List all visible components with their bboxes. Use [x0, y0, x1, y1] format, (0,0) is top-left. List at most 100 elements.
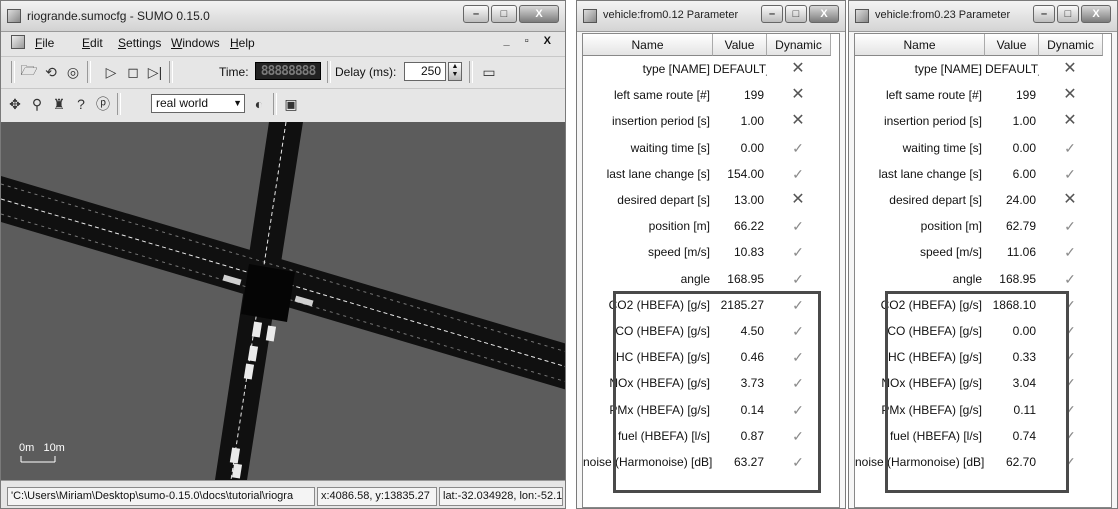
screenshot-icon[interactable]: ▣	[284, 95, 298, 112]
table-row[interactable]: type [NAME]DEFAULT_TYPE ✕	[855, 56, 1111, 82]
table-row[interactable]: desired depart [s] 24.00 ✕	[855, 187, 1111, 213]
title-bar[interactable]: vehicle:from0.12 Parameter – □ X	[577, 1, 845, 32]
vehicle[interactable]	[251, 321, 263, 338]
column-header-name[interactable]: Name	[583, 34, 713, 56]
param-name: last lane change [s]	[878, 166, 982, 181]
info-icon[interactable]: ⓟ	[96, 96, 110, 112]
simulation-canvas[interactable]: 0m 10m	[1, 122, 565, 480]
stop-icon[interactable]: ◻	[127, 63, 139, 80]
delay-spinner[interactable]: ▲ ▼	[448, 62, 462, 81]
chevron-down-icon: ▼	[233, 98, 242, 108]
param-name: fuel (HBEFA) [l/s]	[889, 428, 982, 443]
color-wheel-icon[interactable]: ◐	[254, 96, 264, 112]
sumo-app-icon	[855, 9, 869, 23]
column-header-dynamic[interactable]: Dynamic	[767, 34, 831, 56]
param-name: HC (HBEFA) [g/s]	[887, 350, 982, 365]
delay-input[interactable]: 250	[404, 62, 446, 81]
maximize-button[interactable]: □	[1057, 5, 1079, 23]
column-header-value[interactable]: Value	[713, 34, 767, 56]
param-value: 1.00	[740, 114, 764, 129]
vehicle[interactable]	[243, 363, 255, 380]
table-row[interactable]: PMx (HBEFA) [g/s] 0.14 ✓	[583, 397, 839, 423]
viewport-select[interactable]: real world ▼	[151, 94, 245, 113]
column-header-name[interactable]: Name	[855, 34, 985, 56]
column-header-value[interactable]: Value	[985, 34, 1039, 56]
table-row[interactable]: CO (HBEFA) [g/s] 4.50 ✓	[583, 318, 839, 344]
table-row[interactable]: position [m] 62.79 ✓	[855, 213, 1111, 239]
window-title: vehicle:from0.12 Parameter	[603, 9, 739, 21]
menu-edit-label: dit	[90, 36, 103, 50]
menu-settings[interactable]: Settings	[118, 36, 161, 50]
table-row[interactable]: last lane change [s] 154.00 ✓	[583, 161, 839, 187]
menu-help[interactable]: Help	[230, 36, 255, 50]
minimize-button[interactable]: –	[463, 5, 489, 23]
window-title: vehicle:from0.23 Parameter	[875, 9, 1011, 21]
open-folder-icon[interactable]: 🗁	[20, 62, 38, 78]
minimize-button[interactable]: –	[761, 5, 783, 23]
param-value: 2185.27	[720, 297, 764, 312]
close-button[interactable]: X	[809, 5, 839, 23]
table-row[interactable]: position [m] 66.22 ✓	[583, 213, 839, 239]
vehicle[interactable]	[265, 325, 277, 342]
param-name: angle	[680, 271, 710, 286]
locate-icon[interactable]: ♜	[52, 95, 66, 112]
checkmark-icon: ✓	[1064, 218, 1076, 235]
play-icon[interactable]: ▷	[105, 63, 117, 80]
param-name: HC (HBEFA) [g/s]	[615, 350, 710, 365]
param-value: 0.87	[740, 428, 764, 443]
table-row[interactable]: insertion period [s] 1.00 ✕	[855, 108, 1111, 134]
mdi-window-controls[interactable]: _ ▫ X	[503, 35, 557, 47]
query-icon[interactable]: ?	[77, 96, 85, 112]
param-name: desired depart [s]	[617, 193, 710, 207]
table-row[interactable]: NOx (HBEFA) [g/s] 3.73 ✓	[583, 370, 839, 396]
reload-icon[interactable]: ⟲	[45, 63, 57, 80]
table-row[interactable]: desired depart [s] 13.00 ✕	[583, 187, 839, 213]
column-header-dynamic[interactable]: Dynamic	[1039, 34, 1103, 56]
toolbar-separator	[169, 61, 173, 83]
checkmark-icon: ✓	[792, 270, 804, 287]
step-icon[interactable]: ▷|	[147, 63, 163, 80]
table-row[interactable]: type [NAME]DEFAULT_TYPE ✕	[583, 56, 839, 82]
menu-windows[interactable]: Windows	[171, 36, 220, 50]
minimize-button[interactable]: –	[1033, 5, 1055, 23]
close-button[interactable]: X	[519, 5, 559, 23]
table-row[interactable]: angle 168.95 ✓	[583, 266, 839, 292]
table-row[interactable]: CO2 (HBEFA) [g/s] 2185.27 ✓	[583, 292, 839, 318]
param-value: 3.04	[1012, 376, 1036, 391]
table-row[interactable]: left same route [#] 199 ✕	[583, 82, 839, 108]
checkmark-icon: ✓	[1064, 165, 1076, 182]
param-value: 0.14	[740, 402, 764, 417]
param-name: angle	[952, 271, 982, 286]
table-row[interactable]: CO (HBEFA) [g/s] 0.00 ✓	[855, 318, 1111, 344]
table-row[interactable]: fuel (HBEFA) [l/s] 0.74 ✓	[855, 423, 1111, 449]
close-button[interactable]: X	[1081, 5, 1111, 23]
title-bar[interactable]: vehicle:from0.23 Parameter – □ X	[849, 1, 1117, 32]
sumo-app-icon	[7, 9, 21, 23]
table-row[interactable]: last lane change [s] 6.00 ✓	[855, 161, 1111, 187]
title-bar[interactable]: riogrande.sumocfg - SUMO 0.15.0 – □ X	[1, 1, 565, 32]
table-row[interactable]: speed [m/s] 11.06 ✓	[855, 239, 1111, 265]
menu-file[interactable]: File	[35, 36, 54, 50]
table-row[interactable]: angle 168.95 ✓	[855, 266, 1111, 292]
zoom-icon[interactable]: ⚲	[31, 95, 43, 112]
recenter-icon[interactable]: ✥	[9, 95, 21, 112]
table-row[interactable]: PMx (HBEFA) [g/s] 0.11 ✓	[855, 397, 1111, 423]
table-row[interactable]: insertion period [s] 1.00 ✕	[583, 108, 839, 134]
window-icon[interactable]: ▭	[482, 63, 496, 80]
maximize-button[interactable]: □	[785, 5, 807, 23]
table-row[interactable]: waiting time [s] 0.00 ✓	[583, 135, 839, 161]
table-row[interactable]: NOx (HBEFA) [g/s] 3.04 ✓	[855, 370, 1111, 396]
menu-edit[interactable]: Edit	[82, 36, 103, 50]
maximize-button[interactable]: □	[491, 5, 517, 23]
table-row[interactable]: HC (HBEFA) [g/s] 0.46 ✓	[583, 344, 839, 370]
table-row[interactable]: waiting time [s] 0.00 ✓	[855, 135, 1111, 161]
table-row[interactable]: fuel (HBEFA) [l/s] 0.87 ✓	[583, 423, 839, 449]
table-row[interactable]: HC (HBEFA) [g/s] 0.33 ✓	[855, 344, 1111, 370]
network-icon[interactable]: ◎	[66, 63, 80, 80]
table-row[interactable]: speed [m/s] 10.83 ✓	[583, 239, 839, 265]
vehicle[interactable]	[247, 345, 259, 362]
table-row[interactable]: left same route [#] 199 ✕	[855, 82, 1111, 108]
vehicle[interactable]	[231, 463, 243, 479]
vehicle[interactable]	[229, 447, 241, 464]
table-row[interactable]: CO2 (HBEFA) [g/s] 1868.10 ✓	[855, 292, 1111, 318]
